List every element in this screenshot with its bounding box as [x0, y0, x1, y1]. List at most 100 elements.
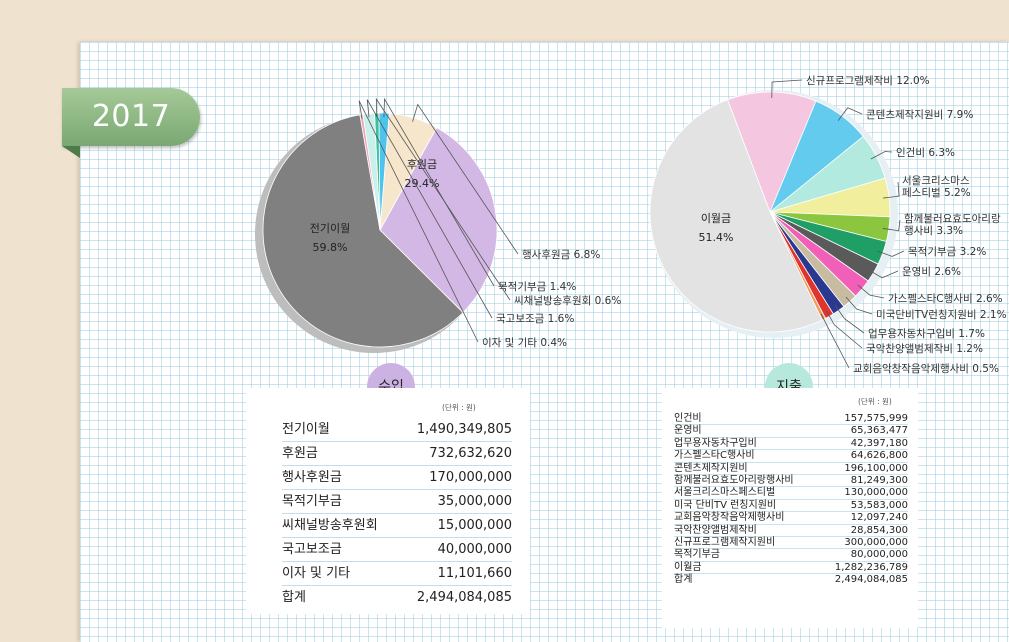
expense-leader-line: [883, 181, 900, 199]
year-label: 2017: [91, 99, 171, 134]
expense-callout-label: 페스티벌 5.2%: [902, 187, 971, 199]
income-callout-label: 목적기부금 1.4%: [498, 281, 576, 293]
expense-row: 인건비 157,575,999: [674, 413, 908, 426]
expense-row-amount: 81,249,300: [850, 474, 908, 486]
expense-row-amount: 64,626,800: [850, 450, 908, 462]
income-slice-value: 59.8%: [313, 241, 348, 254]
expense-row-amount: 80,000,000: [850, 549, 908, 561]
expense-callout-label: 운영비 2.6%: [902, 266, 961, 278]
expense-row: 합계 2,494,084,085: [674, 574, 908, 586]
income-callout-label: 씨채널방송후원회 0.6%: [514, 295, 621, 307]
income-callout-label: 행사후원금 6.8%: [522, 249, 600, 261]
income-callout-label: 국고보조금 1.6%: [496, 313, 574, 325]
expense-row-label: 이월금: [674, 561, 702, 573]
income-row-label: 국고보조금: [282, 542, 342, 557]
expense-table: (단위 : 원) 인건비 157,575,999 운영비 65,363,477 업무용자…: [662, 388, 918, 628]
income-unit-note: (단위 : 원): [442, 403, 476, 412]
expense-row: 콘텐츠제작지원비 196,100,000: [674, 463, 908, 475]
expense-row: 업무용자동차구입비 42,397,180: [674, 437, 908, 451]
expense-callout-label: 서울크리스마스: [902, 175, 970, 187]
income-row: 국고보조금 40,000,000: [282, 538, 512, 562]
expense-unit-note: (단위 : 원): [858, 397, 892, 406]
expense-row-label: 서울크리스마스페스티벌: [674, 487, 776, 499]
expense-row-label: 국악찬양앨범제작비: [674, 524, 757, 536]
expense-callout-label: 신규프로그램제작비 12.0%: [806, 75, 930, 87]
expense-callout-label: 교회음악창작음악제행사비 0.5%: [853, 363, 999, 375]
income-row: 합계 2,494,084,085: [282, 586, 512, 610]
income-row-amount: 35,000,000: [437, 494, 512, 509]
income-row-amount: 15,000,000: [437, 518, 512, 533]
expense-row-amount: 42,397,180: [850, 437, 908, 449]
income-row-amount: 732,632,620: [429, 446, 512, 461]
income-leader-line: [412, 103, 519, 255]
expense-leader-line: [870, 151, 893, 160]
expense-row-amount: 53,583,000: [850, 499, 908, 511]
expense-callout-label: 콘텐츠제작지원비 7.9%: [866, 109, 973, 121]
ribbon-fold: [62, 146, 80, 158]
income-table: (단위 : 원) 전기이월 1,490,349,805 후원금 732,632,620…: [246, 388, 530, 614]
income-leader-line: [375, 97, 511, 301]
expense-row-label: 가스펠스타C행사비: [674, 450, 755, 462]
expense-slice-value: 51.4%: [699, 231, 734, 244]
expense-row: 미국 단비TV 런칭지원비 53,583,000: [674, 499, 908, 513]
income-row-amount: 170,000,000: [429, 470, 512, 485]
expense-row: 서울크리스마스페스티벌 130,000,000: [674, 487, 908, 500]
expense-leader-line: [882, 219, 901, 232]
income-row: 이자 및 기타 11,101,660: [282, 562, 512, 586]
expense-row-amount: 157,575,999: [844, 413, 908, 424]
expense-row-amount: 65,363,477: [850, 425, 908, 437]
income-row: 후원금 732,632,620: [282, 442, 512, 466]
expense-row: 교회음악창작음악제행사비 12,097,240: [674, 512, 908, 525]
income-row-label: 행사후원금: [282, 470, 342, 485]
expense-row-label: 콘텐츠제작지원비: [674, 462, 748, 474]
expense-leader-line: [820, 313, 850, 369]
income-row: 목적기부금 35,000,000: [282, 490, 512, 514]
income-callout-label: 이자 및 기타 0.4%: [482, 337, 567, 349]
expense-callout-label: 가스펠스타C행사비 2.6%: [888, 293, 1003, 305]
expense-leader-line: [868, 269, 899, 279]
expense-row: 함께불러요효도아리랑행사비 81,249,300: [674, 474, 908, 488]
expense-row-amount: 1,282,236,789: [834, 561, 908, 573]
income-slice-label: 후원금: [407, 158, 437, 171]
expense-slice-label: 이월금: [701, 212, 731, 225]
income-row-amount: 40,000,000: [437, 542, 512, 557]
expense-leader-line: [834, 305, 865, 334]
income-row-label: 합계: [282, 590, 306, 605]
income-slice: [262, 114, 464, 348]
expense-row-label: 업무용자동차구입비: [674, 437, 757, 449]
expense-row: 가스펠스타C행사비 64,626,800: [674, 450, 908, 463]
income-row: 씨채널방송후원회 15,000,000: [282, 514, 512, 538]
year-ribbon: 2017: [62, 88, 200, 158]
expense-row-label: 합계: [674, 574, 693, 586]
ribbon-band: [62, 88, 200, 146]
expense-row-label: 운영비: [674, 425, 702, 437]
expense-pie-chart: 이월금 51.4% 신규프로그램제작비 12.0% 콘텐츠제작지원비 7.9% 인건비 …: [649, 75, 1007, 375]
expense-leader-line: [857, 284, 885, 299]
expense-callout-label: 미국단비TV런칭지원비 2.1%: [876, 309, 1007, 321]
income-row-label: 전기이월: [282, 422, 330, 437]
expense-row-amount: 12,097,240: [850, 512, 908, 524]
income-row: 전기이월 1,490,349,805: [282, 418, 512, 442]
income-leader-line: [358, 100, 479, 343]
expense-row-label: 교회음악창작음악제행사비: [674, 512, 785, 524]
income-leader-line: [366, 99, 493, 319]
expense-row: 이월금 1,282,236,789: [674, 561, 908, 575]
expense-callout-label: 목적기부금 3.2%: [908, 246, 986, 258]
expense-leader-line: [837, 107, 863, 121]
income-slice-label: 전기이월: [310, 222, 350, 235]
income-row-amount: 2,494,084,085: [416, 590, 512, 605]
expense-row-label: 인건비: [674, 413, 702, 424]
expense-row: 목적기부금 80,000,000: [674, 549, 908, 562]
expense-leader-line: [877, 250, 905, 257]
income-row-label: 후원금: [282, 446, 318, 461]
income-row-label: 이자 및 기타: [282, 566, 351, 581]
expense-row-label: 목적기부금: [674, 549, 720, 561]
expense-row-amount: 300,000,000: [844, 536, 908, 548]
expense-slice: [649, 99, 823, 333]
income-row-amount: 1,490,349,805: [416, 422, 512, 437]
expense-row: 국악찬양앨범제작비 28,854,300: [674, 525, 908, 537]
income-rows: 전기이월 1,490,349,805 후원금 732,632,620 행사후원금 170,…: [282, 418, 512, 610]
expense-rows: 인건비 157,575,999 운영비 65,363,477 업무용자동차구입비 42,3…: [674, 413, 908, 586]
